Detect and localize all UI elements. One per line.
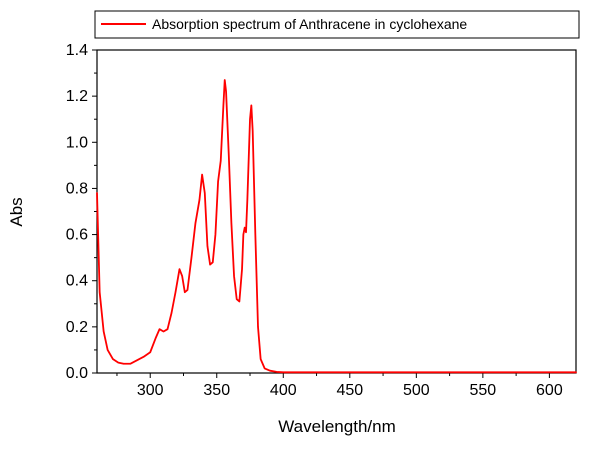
y-tick-label: 0.0	[66, 365, 88, 382]
legend: Absorption spectrum of Anthracene in cyc…	[94, 10, 580, 39]
legend-label: Absorption spectrum of Anthracene in cyc…	[152, 16, 467, 32]
legend-box	[94, 10, 580, 39]
x-tick-label: 300	[137, 382, 164, 399]
x-tick-label: 550	[470, 382, 497, 399]
y-tick-label: 1.2	[66, 88, 88, 105]
y-tick-label: 0.2	[66, 319, 88, 336]
series-line-anthracene	[96, 79, 577, 374]
y-tick-label: 0.8	[66, 180, 88, 197]
x-tick-label: 350	[203, 382, 230, 399]
x-tick-label: 600	[536, 382, 563, 399]
x-tick-label: 400	[270, 382, 297, 399]
y-axis-title: Abs	[7, 197, 26, 226]
y-tick-label: 0.4	[66, 273, 88, 290]
y-tick-label: 1.4	[66, 42, 88, 59]
x-tick-label: 450	[336, 382, 363, 399]
x-tick-label: 500	[403, 382, 430, 399]
x-axis-title: Wavelength/nm	[278, 417, 395, 436]
y-tick-label: 1.0	[66, 134, 88, 151]
y-tick-label: 0.6	[66, 227, 88, 244]
